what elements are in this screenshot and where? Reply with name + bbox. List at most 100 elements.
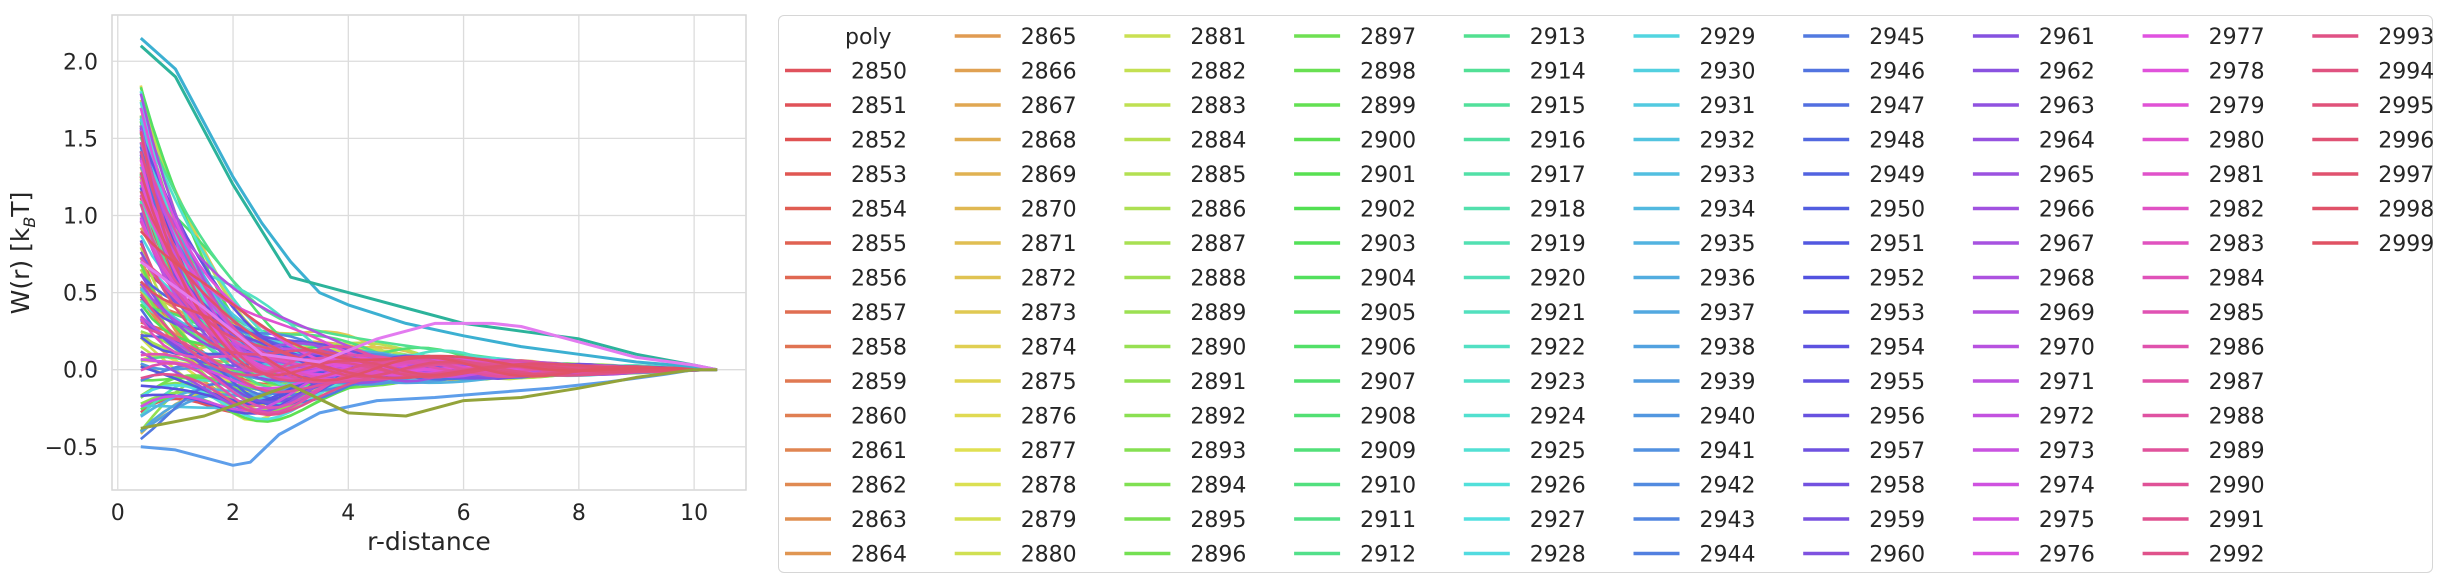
series-line xyxy=(140,368,718,430)
legend-label: 2982 xyxy=(2209,198,2265,223)
legend: poly 2850 2851 2852 2853 2854 2855 2856 2857 285… xyxy=(778,15,2434,573)
legend-label: 2915 xyxy=(1530,94,1586,119)
legend-label: 2955 xyxy=(1869,370,1925,395)
legend-label: 2971 xyxy=(2039,370,2095,395)
legend-label: 2870 xyxy=(1021,198,1077,223)
legend-label: 2946 xyxy=(1869,60,1925,85)
y-tick-label: 0.5 xyxy=(63,282,98,307)
legend-label: 2876 xyxy=(1021,405,1077,430)
legend-label: 2932 xyxy=(1700,129,1756,154)
legend-label: 2884 xyxy=(1190,129,1246,154)
legend-label: 2858 xyxy=(851,336,907,361)
legend-label: 2908 xyxy=(1360,405,1416,430)
legend-label: 2896 xyxy=(1190,543,1246,568)
legend-label: 2866 xyxy=(1021,60,1077,85)
legend-label: 2975 xyxy=(2039,508,2095,533)
legend-label: 2867 xyxy=(1021,94,1077,119)
legend-label: 2927 xyxy=(1530,508,1586,533)
legend-label: 2963 xyxy=(2039,94,2095,119)
legend-label: 2869 xyxy=(1021,163,1077,188)
x-tick-label: 0 xyxy=(111,501,125,526)
legend-label: 2962 xyxy=(2039,60,2095,85)
legend-label: 2960 xyxy=(1869,543,1925,568)
legend-label: 2991 xyxy=(2209,508,2265,533)
legend-label: 2850 xyxy=(851,60,907,85)
legend-label: 2888 xyxy=(1190,267,1246,292)
y-axis-label: W(r) [kBT] xyxy=(6,192,39,315)
legend-label: 2951 xyxy=(1869,232,1925,257)
y-tick-label: 0.0 xyxy=(63,359,98,384)
x-tick-label: 6 xyxy=(457,501,471,526)
y-tick-label: −0.5 xyxy=(45,436,98,461)
legend-label: 2980 xyxy=(2209,129,2265,154)
legend-label: 2902 xyxy=(1360,198,1416,223)
plot-area xyxy=(111,14,747,491)
legend-label: 2969 xyxy=(2039,301,2095,326)
legend-label: 2923 xyxy=(1530,370,1586,395)
legend-label: 2937 xyxy=(1700,301,1756,326)
y-tick-label: 1.5 xyxy=(63,127,98,152)
legend-label: 2864 xyxy=(851,543,907,568)
legend-label: 2860 xyxy=(851,405,907,430)
legend-label: 2913 xyxy=(1530,25,1586,50)
series-lines xyxy=(139,36,718,467)
legend-label: 2964 xyxy=(2039,129,2095,154)
legend-label: 2854 xyxy=(851,198,907,223)
legend-label: 2998 xyxy=(2378,198,2434,223)
legend-label: 2940 xyxy=(1700,405,1756,430)
legend-label: 2875 xyxy=(1021,370,1077,395)
legend-label: 2952 xyxy=(1869,267,1925,292)
legend-label: 2986 xyxy=(2209,336,2265,361)
legend-label: 2978 xyxy=(2209,60,2265,85)
legend-label: 2995 xyxy=(2378,94,2434,119)
legend-label: 2953 xyxy=(1869,301,1925,326)
legend-label: 2883 xyxy=(1190,94,1246,119)
legend-label: 2965 xyxy=(2039,163,2095,188)
legend-label: 2997 xyxy=(2378,163,2434,188)
legend-label: 2897 xyxy=(1360,25,1416,50)
y-tick-label: 1.0 xyxy=(63,204,98,229)
legend-label: 2893 xyxy=(1190,439,1246,464)
legend-label: 2977 xyxy=(2209,25,2265,50)
legend-label: 2882 xyxy=(1190,60,1246,85)
legend-label: 2929 xyxy=(1700,25,1756,50)
legend-label: 2910 xyxy=(1360,474,1416,499)
legend-label: 2943 xyxy=(1700,508,1756,533)
legend-label: 2984 xyxy=(2209,267,2265,292)
legend-label: 2898 xyxy=(1360,60,1416,85)
legend-label: 2918 xyxy=(1530,198,1586,223)
legend-label: 2941 xyxy=(1700,439,1756,464)
legend-label: 2956 xyxy=(1869,405,1925,430)
legend-label: 2996 xyxy=(2378,129,2434,154)
legend-label: 2901 xyxy=(1360,163,1416,188)
legend-label: 2954 xyxy=(1869,336,1925,361)
legend-label: 2950 xyxy=(1869,198,1925,223)
grid-lines xyxy=(112,15,746,490)
legend-label: 2887 xyxy=(1190,232,1246,257)
series-line xyxy=(139,230,718,372)
legend-label: 2855 xyxy=(851,232,907,257)
legend-label: 2879 xyxy=(1021,508,1077,533)
legend-label: 2928 xyxy=(1530,543,1586,568)
legend-label: 2919 xyxy=(1530,232,1586,257)
legend-label: 2892 xyxy=(1190,405,1246,430)
legend-label: 2924 xyxy=(1530,405,1586,430)
legend-label: 2920 xyxy=(1530,267,1586,292)
legend-label: 2880 xyxy=(1021,543,1077,568)
legend-label: 2911 xyxy=(1360,508,1416,533)
x-axis-label: r-distance xyxy=(367,527,491,556)
legend-label: 2922 xyxy=(1530,336,1586,361)
legend-label: 2966 xyxy=(2039,198,2095,223)
legend-label: 2948 xyxy=(1869,129,1925,154)
line-chart: 0 2 4 6 8 10 −0.5 0.0 0.5 1.0 1.5 2.0 r-distance W(… xyxy=(6,14,747,556)
legend-label: 2968 xyxy=(2039,267,2095,292)
legend-title: poly xyxy=(845,25,892,50)
legend-label: 2944 xyxy=(1700,543,1756,568)
legend-label: 2988 xyxy=(2209,405,2265,430)
legend-label: 2900 xyxy=(1360,129,1416,154)
legend-label: 2992 xyxy=(2209,543,2265,568)
legend-label: 2891 xyxy=(1190,370,1246,395)
legend-label: 2886 xyxy=(1190,198,1246,223)
legend-label: 2942 xyxy=(1700,474,1756,499)
legend-label: 2905 xyxy=(1360,301,1416,326)
